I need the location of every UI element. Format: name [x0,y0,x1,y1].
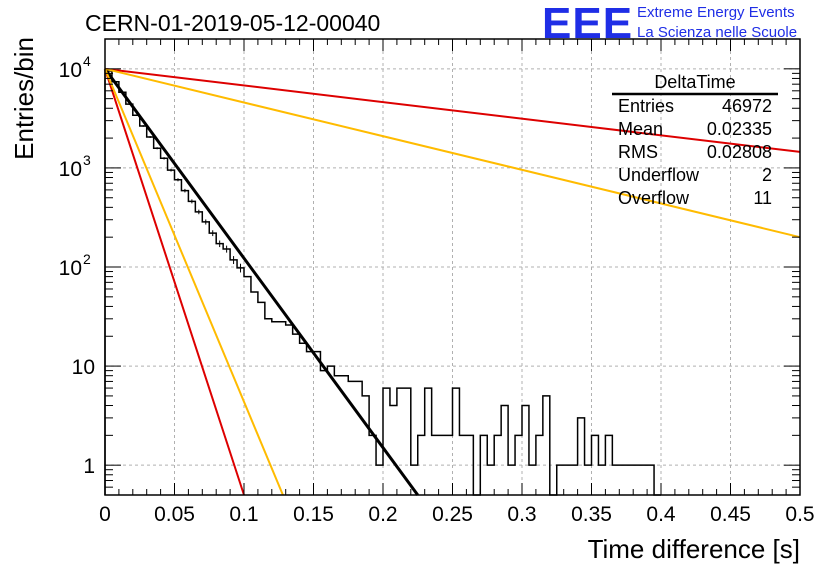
y-axis-title: Entries/bin [9,37,39,160]
x-tick-label: 0.2 [368,503,397,526]
y-tick-label: 10 [72,356,95,379]
fit-line-red [104,68,245,496]
stats-row-label: Mean [618,119,663,139]
eee-logo: EEE [542,0,634,48]
x-tick-label: 0.05 [154,503,195,526]
x-tick-label: 0 [99,503,111,526]
x-tick-label: 0.1 [229,503,258,526]
y-tick-exponent: 3 [83,152,91,168]
stats-row-value: 11 [753,188,772,208]
fit-line-yellow [104,68,284,496]
histogram [104,70,661,496]
fit-lines [103,67,801,496]
fit-line-red [104,67,801,153]
fit-line-yellow [104,67,801,239]
logo-line-1: Extreme Energy Events [637,4,795,21]
stats-row-label: Underflow [618,165,700,185]
stats-box: DeltaTime Entries 46972 Mean 0.02335 RMS 0.028… [612,72,778,208]
stats-row-value: 0.02335 [707,119,772,139]
y-tick-label: 10 [59,257,82,280]
y-tick-exponent: 2 [83,251,91,267]
x-tick-label: 0.35 [571,503,612,526]
stats-row-value: 0.02808 [707,142,772,162]
y-tick-label: 10 [59,59,82,82]
x-tick-label: 0.3 [507,503,536,526]
x-tick-label: 0.5 [785,503,814,526]
x-tick-label: 0.15 [293,503,334,526]
chart-title: CERN-01-2019-05-12-00040 [85,10,381,36]
histogram-steps [104,70,661,496]
y-tick-exponent: 4 [83,53,91,69]
x-tick-label: 0.4 [646,503,676,526]
y-tick-label: 1 [83,455,95,478]
logo-line-2: La Scienza nelle Scuole [637,24,798,41]
stats-row-label: RMS [618,142,658,162]
stats-title: DeltaTime [654,72,735,92]
stats-row-label: Overflow [618,188,690,208]
stats-row-value: 2 [762,165,772,185]
stats-row-label: Entries [618,96,674,116]
stats-row-value: 46972 [722,96,772,116]
x-tick-label: 0.45 [710,503,751,526]
axes: 0 0.05 0.1 0.15 0.2 0.25 0.3 0.35 0.4 0.45 0.5 1 10 1… [9,37,815,564]
x-tick-label: 0.25 [432,503,473,526]
y-tick-label: 10 [59,158,82,181]
fit-line-black [103,67,419,496]
x-axis-title: Time difference [s] [588,534,800,564]
